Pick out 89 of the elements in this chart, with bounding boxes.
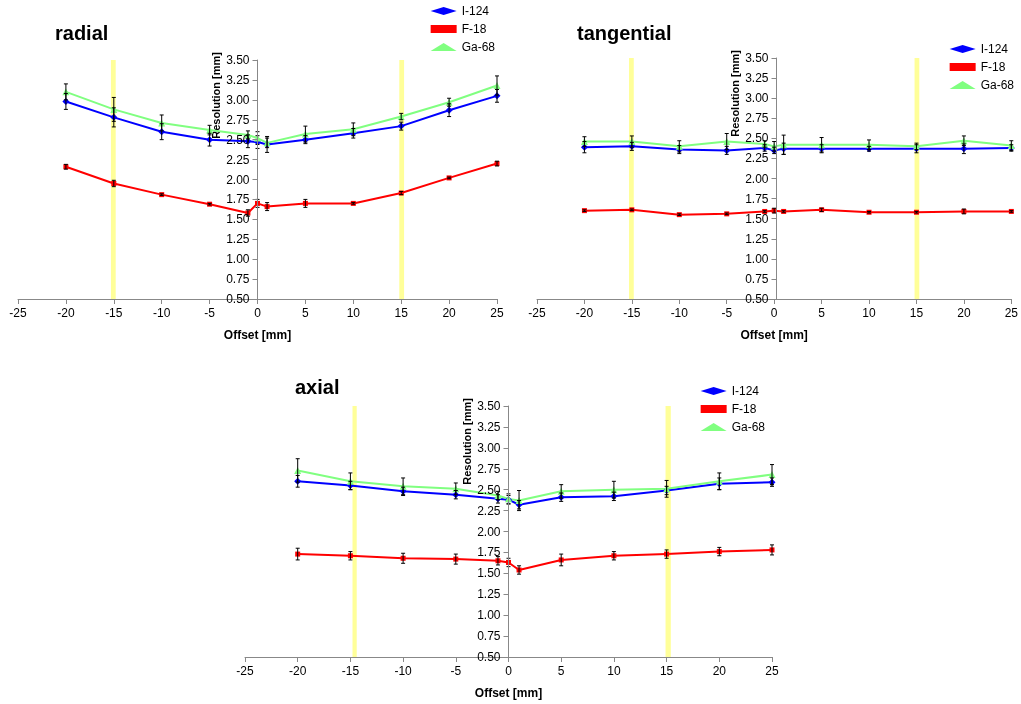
x-tick-label: 5 [557, 664, 565, 678]
x-axis-title: Offset [mm] [223, 328, 292, 342]
x-tick-label: -25 [528, 306, 546, 320]
y-tick-label: 1.00 [745, 251, 769, 266]
x-tick-label: -5 [204, 306, 216, 320]
x-tick-label: 15 [394, 306, 409, 320]
x-axis-title: Offset [mm] [474, 686, 543, 700]
y-tick-label: 3.50 [226, 53, 250, 67]
x-tick-label: 10 [862, 306, 877, 320]
y-tick-label: 2.25 [745, 151, 769, 166]
x-tick-label: -15 [105, 306, 123, 320]
legend-label: Ga-68 [980, 78, 1015, 92]
x-tick-label: -20 [289, 664, 307, 678]
legend-label: Ga-68 [731, 420, 766, 434]
y-tick-label: 1.25 [226, 232, 250, 247]
x-tick-label: -5 [450, 664, 462, 678]
legend-label: I-124 [461, 4, 490, 18]
y-tick-label: 3.00 [226, 92, 250, 107]
legend-label: Ga-68 [461, 40, 496, 54]
y-tick-label: 1.50 [477, 566, 501, 581]
y-tick-label: 0.50 [226, 292, 250, 306]
y-axis-title: Resolution [mm] [461, 397, 473, 485]
y-tick-label: 1.25 [745, 231, 769, 246]
y-tick-label: 2.75 [477, 461, 501, 476]
y-tick-label: 1.75 [226, 192, 250, 207]
y-tick-label: 2.00 [226, 172, 250, 187]
x-axis-title: Offset [mm] [740, 328, 808, 342]
y-tick-label: 0.75 [745, 271, 769, 286]
y-tick-label: 1.50 [226, 212, 250, 227]
legend-label: F-18 [731, 402, 757, 416]
y-tick-label: 1.00 [477, 608, 501, 623]
y-tick-label: 1.50 [745, 211, 769, 226]
x-tick-label: -10 [394, 664, 413, 678]
chart-title: tangential [577, 22, 672, 44]
y-axis-title: Resolution [mm] [210, 51, 222, 139]
x-tick-label: -15 [623, 306, 641, 320]
x-tick-label: 0 [505, 664, 513, 678]
x-tick-label: 20 [442, 306, 457, 320]
y-tick-label: 3.50 [745, 51, 769, 65]
y-tick-label: 2.25 [226, 152, 250, 167]
y-tick-label: 1.75 [477, 545, 501, 560]
x-tick-label: 15 [909, 306, 924, 320]
x-tick-label: 5 [302, 306, 310, 320]
x-tick-label: 25 [765, 664, 779, 678]
y-tick-label: 1.00 [226, 252, 250, 267]
x-tick-label: -10 [153, 306, 171, 320]
x-tick-label: 15 [659, 664, 674, 678]
y-tick-label: 3.25 [745, 71, 769, 86]
chart-title: axial [295, 376, 340, 398]
y-tick-label: 2.75 [745, 111, 769, 126]
y-tick-label: 3.00 [477, 440, 501, 455]
x-tick-label: -25 [9, 306, 27, 320]
x-tick-label: -5 [721, 306, 733, 320]
x-tick-label: 5 [818, 306, 826, 320]
y-tick-label: 3.25 [477, 419, 501, 434]
x-tick-label: 20 [957, 306, 971, 320]
x-tick-label: 0 [770, 306, 778, 320]
y-tick-label: 2.75 [226, 112, 250, 127]
chart-title: radial [55, 22, 109, 44]
x-tick-label: -10 [670, 306, 689, 320]
x-tick-label: 25 [1004, 306, 1019, 320]
y-tick-label: 2.00 [477, 524, 501, 539]
y-tick-label: 2.50 [745, 131, 769, 146]
y-tick-label: 0.75 [477, 629, 501, 644]
x-tick-label: 25 [490, 306, 504, 320]
y-tick-label: 3.50 [477, 399, 501, 413]
y-tick-label: 2.50 [477, 482, 501, 497]
y-tick-label: 0.50 [745, 292, 769, 306]
legend-label: F-18 [980, 60, 1006, 74]
y-tick-label: 2.00 [745, 171, 769, 186]
x-tick-label: -20 [57, 306, 75, 320]
x-tick-label: -25 [236, 664, 254, 678]
y-tick-label: 0.50 [477, 650, 501, 664]
x-tick-label: 0 [254, 306, 262, 320]
y-axis-title: Resolution [mm] [729, 49, 741, 137]
x-tick-label: -20 [575, 306, 594, 320]
y-tick-label: 3.25 [226, 72, 250, 87]
y-tick-label: 0.75 [226, 272, 250, 287]
legend-label: F-18 [461, 22, 487, 36]
y-tick-label: 2.25 [477, 503, 501, 518]
y-tick-label: 1.25 [477, 587, 501, 602]
x-tick-label: -15 [341, 664, 360, 678]
x-tick-label: 10 [607, 664, 621, 678]
y-tick-label: 3.00 [745, 91, 769, 106]
legend-label: I-124 [731, 384, 760, 398]
x-tick-label: 20 [712, 664, 727, 678]
legend-label: I-124 [980, 42, 1009, 56]
y-tick-label: 1.75 [745, 191, 769, 206]
x-tick-label: 10 [346, 306, 361, 320]
